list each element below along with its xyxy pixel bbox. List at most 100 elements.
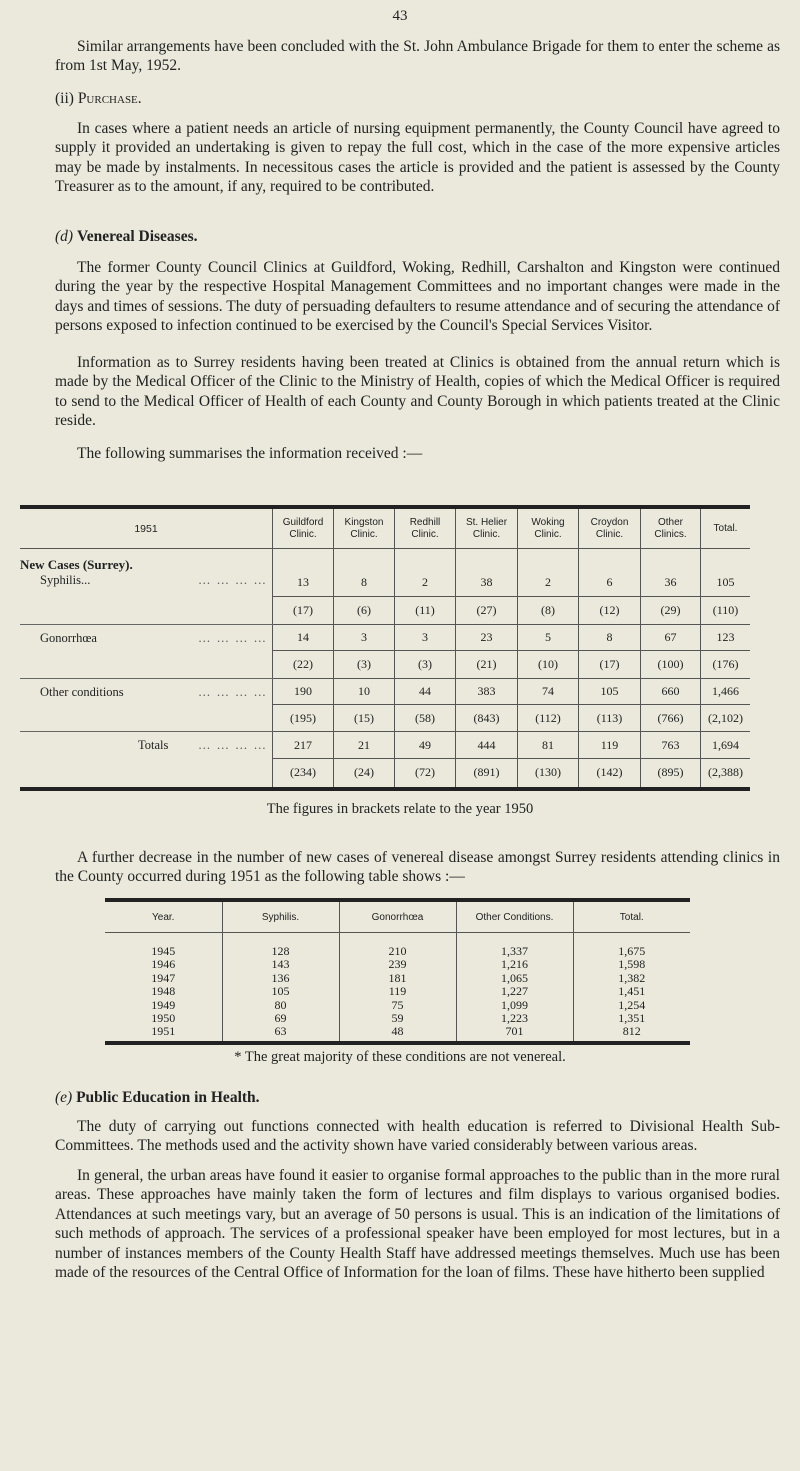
cell-value: 1946 [151, 957, 176, 972]
column-header: Kingston Clinic. [333, 507, 395, 549]
cell-value: 1,382 [572, 971, 690, 986]
cell-value-1950: (2,102) [700, 704, 750, 732]
cell-value-1950: (100) [640, 650, 701, 679]
heading-letter: (e) [55, 1089, 73, 1106]
page-number: 43 [392, 8, 408, 24]
cell-value: 105 [578, 678, 641, 705]
cell-value-1950: (8) [517, 596, 579, 625]
cell-value: 119 [578, 731, 641, 759]
table-row: 1948 105 119 1,227 1,451 [105, 984, 690, 999]
cell-value: 36 [640, 548, 701, 597]
cell-value: 1,099 [455, 998, 573, 1013]
row-label-text: Other conditions ………… [20, 685, 272, 700]
leader-dots: ………… [198, 685, 272, 699]
cell-value: 136 [221, 971, 339, 986]
venereal-paragraph-2: Information as to Surrey residents havin… [55, 354, 780, 430]
cell-value-1950: (112) [517, 704, 579, 732]
cell-value: 1950 [151, 1011, 176, 1026]
label-text: Other conditions [40, 685, 124, 699]
heading-text: Venereal Diseases. [76, 228, 198, 245]
cell-value: 1,351 [572, 1011, 690, 1026]
table-row-previous-year: (17) (6) (11) (27) (8) (12) (29) (110) [20, 596, 750, 625]
column-header: Woking Clinic. [517, 507, 579, 549]
cell-value: 181 [338, 971, 456, 986]
cell-value-1950: (113) [578, 704, 641, 732]
heading-letter: (d) [55, 228, 74, 245]
cell-value: 812 [572, 1025, 690, 1043]
cell-value-1950: (22) [272, 650, 334, 679]
cell-value: 1,216 [455, 957, 573, 972]
cell-value: 8 [333, 548, 395, 597]
column-header: Syphilis. [221, 900, 339, 933]
cell-value: 1,227 [455, 984, 573, 999]
cell-value: 8 [578, 624, 641, 651]
cell-value-1950: (72) [394, 758, 456, 789]
cell-value: 1,254 [572, 998, 690, 1013]
cell-value: 3 [333, 624, 395, 651]
heading-number: (ii) [55, 90, 74, 107]
cell-value: 660 [640, 678, 701, 705]
table-header-row: Year. Syphilis. Gonorrhœa Other Conditio… [105, 900, 690, 933]
cell-value-1950: (58) [394, 704, 456, 732]
cell-value: 119 [338, 984, 456, 999]
public-education-paragraph-2: In general, the urban areas have found i… [55, 1167, 780, 1282]
table-row-previous-year: (195) (15) (58) (843) (112) (113) (766) (2,102) [20, 704, 750, 732]
cell-value-1950: (12) [578, 596, 641, 625]
cell-value: 105 [700, 548, 750, 597]
section-heading-venereal: (d) Venereal Diseases. [55, 228, 198, 246]
column-header: Total. [700, 507, 750, 549]
cell-value-1950: (110) [700, 596, 750, 625]
label-text: Syphilis... [40, 573, 91, 587]
cell-value-1950: (17) [272, 596, 334, 625]
cell-value: 1,675 [572, 932, 690, 959]
cell-value: 38 [455, 548, 518, 597]
venereal-paragraph-3: The following summarises the information… [77, 445, 423, 462]
cell-value: 1,223 [455, 1011, 573, 1026]
column-header: Total. [572, 900, 690, 933]
table-row: Gonorrhœa ………… 14 3 3 23 5 8 67 123 [20, 624, 750, 679]
cell-value-1950: (234) [272, 758, 334, 789]
table-row: 1951 63 48 701 812 [105, 1025, 690, 1043]
cell-value-1950: (15) [333, 704, 395, 732]
cell-value: 14 [272, 624, 334, 651]
cell-value: 1947 [151, 970, 176, 985]
cell-value: 23 [455, 624, 518, 651]
cell-value-1950: (21) [455, 650, 518, 679]
leader-dots: ………… [198, 738, 272, 752]
row-label-text: Totals ………… [20, 738, 272, 753]
decrease-paragraph: A further decrease in the number of new … [55, 849, 780, 886]
table-caption: The figures in brackets relate to the ye… [266, 801, 534, 817]
cell-value-1950: (891) [455, 758, 518, 789]
table-footnote: * The great majority of these conditions… [234, 1049, 566, 1065]
column-header: Guildford Clinic. [272, 507, 334, 549]
cell-value-1950: (130) [517, 758, 579, 789]
cell-value: 1949 [151, 997, 176, 1012]
cell-value: 217 [272, 731, 334, 759]
leader-dots: ………… [198, 573, 272, 587]
purchase-paragraph: In cases where a patient needs an articl… [55, 120, 780, 196]
row-label: Other conditions ………… [20, 678, 273, 732]
cell-value-1950: (843) [455, 704, 518, 732]
cell-value-1950: (3) [333, 650, 395, 679]
cell-value-1950: (10) [517, 650, 579, 679]
table-row: 1950 69 59 1,223 1,351 [105, 1011, 690, 1026]
table-row: 1945 128 210 1,337 1,675 [105, 932, 690, 959]
row-label: Gonorrhœa ………… [20, 624, 273, 679]
cell-value: 80 [221, 998, 339, 1013]
label-text: Totals [138, 738, 169, 752]
venereal-paragraph-1: The former County Council Clinics at Gui… [55, 259, 780, 335]
cell-value: 123 [700, 624, 750, 651]
cell-value: 1,466 [700, 678, 750, 705]
cell-value: 21 [333, 731, 395, 759]
cell-value: 75 [338, 998, 456, 1013]
column-header: Gonorrhœa [338, 900, 456, 933]
cell-value-1950: (17) [578, 650, 641, 679]
cell-value: 2 [517, 548, 579, 597]
cell-value: 48 [338, 1025, 456, 1043]
cell-value: 63 [221, 1025, 339, 1043]
cell-value: 105 [221, 984, 339, 999]
column-header: Redhill Clinic. [394, 507, 456, 549]
cell-value: 49 [394, 731, 456, 759]
section-heading-purchase: (ii) Purchase. [55, 90, 142, 108]
cell-value: 13 [272, 548, 334, 597]
